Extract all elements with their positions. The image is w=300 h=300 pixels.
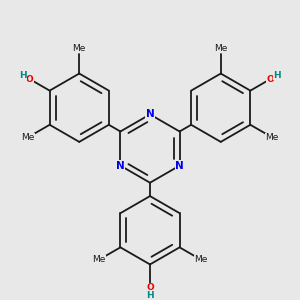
Text: Me: Me [92, 255, 106, 264]
Text: Me: Me [194, 255, 208, 264]
Text: N: N [116, 160, 125, 171]
Text: H: H [146, 290, 154, 299]
Text: Me: Me [214, 44, 227, 53]
Text: H: H [273, 71, 281, 80]
Text: N: N [146, 110, 154, 119]
Text: N: N [175, 160, 184, 171]
Text: H: H [19, 71, 27, 80]
Text: O: O [146, 283, 154, 292]
Text: Me: Me [22, 133, 35, 142]
Text: O: O [26, 75, 34, 84]
Text: Me: Me [73, 44, 86, 53]
Text: O: O [266, 75, 274, 84]
Text: Me: Me [265, 133, 278, 142]
